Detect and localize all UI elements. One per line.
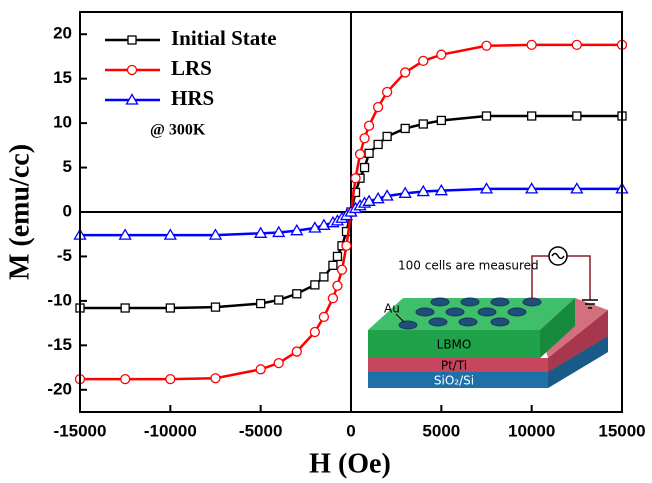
- page: 100 cells are measured Au LBMO Pt/Ti SiO…: [0, 0, 652, 483]
- marker: [128, 36, 136, 44]
- marker: [128, 66, 137, 75]
- marker: [365, 121, 374, 130]
- x-tick-label: 10000: [508, 421, 555, 440]
- marker: [437, 50, 446, 59]
- marker: [328, 294, 337, 303]
- marker: [337, 265, 346, 274]
- marker: [310, 328, 319, 337]
- y-tick-label: -5: [57, 246, 72, 265]
- marker: [360, 134, 369, 143]
- x-tick-label: 15000: [598, 421, 645, 440]
- y-tick-label: -10: [47, 290, 72, 309]
- marker: [212, 303, 220, 311]
- marker: [572, 40, 581, 49]
- marker: [528, 112, 536, 120]
- inset-label: Pt/Ti: [441, 359, 467, 373]
- x-tick-label: 0: [346, 421, 355, 440]
- marker: [527, 40, 536, 49]
- y-tick-label: -20: [47, 379, 72, 398]
- y-tick-label: -15: [47, 335, 72, 354]
- annotation: @ 300K: [150, 122, 206, 139]
- marker: [401, 124, 409, 132]
- marker: [419, 120, 427, 128]
- marker: [121, 375, 130, 384]
- x-tick-label: -15000: [54, 421, 107, 440]
- inset-label: Au: [384, 302, 400, 316]
- marker: [365, 149, 373, 157]
- y-tick-label: 15: [53, 68, 72, 87]
- marker: [437, 116, 445, 124]
- marker: [292, 347, 301, 356]
- y-axis-label: M (emu/cc): [4, 144, 35, 280]
- marker: [274, 359, 283, 368]
- marker: [275, 296, 283, 304]
- marker: [483, 112, 491, 120]
- y-tick-label: 20: [53, 24, 72, 43]
- marker: [401, 68, 410, 77]
- marker: [482, 41, 491, 50]
- marker: [329, 261, 337, 269]
- legend-label: Initial State: [171, 26, 277, 50]
- marker: [374, 103, 383, 112]
- marker: [361, 164, 369, 172]
- marker: [333, 281, 342, 290]
- legend-label: HRS: [171, 86, 214, 110]
- marker: [374, 140, 382, 148]
- marker: [166, 304, 174, 312]
- marker: [311, 281, 319, 289]
- x-tick-label: -10000: [144, 421, 197, 440]
- inset-caption: 100 cells are measured: [398, 259, 539, 273]
- marker: [293, 290, 301, 298]
- y-tick-label: 10: [53, 113, 72, 132]
- y-tick-label: 0: [63, 201, 72, 220]
- marker: [419, 56, 428, 65]
- marker: [166, 375, 175, 384]
- x-tick-label: 5000: [422, 421, 460, 440]
- marker: [319, 312, 328, 321]
- marker: [356, 150, 365, 159]
- marker: [256, 365, 265, 374]
- marker: [257, 300, 265, 308]
- inset-label: LBMO: [437, 338, 472, 352]
- inset-label: SiO₂/Si: [434, 374, 474, 388]
- inset: 100 cells are measured Au LBMO Pt/Ti SiO…: [368, 247, 608, 388]
- marker: [383, 88, 392, 97]
- marker: [333, 252, 341, 260]
- x-tick-label: -5000: [239, 421, 282, 440]
- marker: [121, 304, 129, 312]
- x-axis-label: H (Oe): [309, 448, 391, 479]
- chart: 100 cells are measured Au LBMO Pt/Ti SiO…: [0, 0, 652, 483]
- marker: [342, 241, 351, 250]
- marker: [383, 132, 391, 140]
- marker: [211, 374, 220, 383]
- marker: [573, 112, 581, 120]
- marker: [320, 273, 328, 281]
- legend-label: LRS: [171, 56, 212, 80]
- y-tick-label: 5: [63, 157, 72, 176]
- marker: [351, 174, 360, 183]
